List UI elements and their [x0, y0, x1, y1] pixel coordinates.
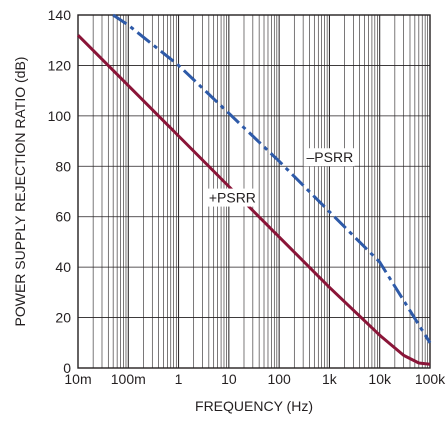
series-label-background	[303, 148, 355, 167]
x-tick-label: 10m	[64, 371, 91, 387]
x-tick-label: 10k	[368, 371, 392, 387]
x-tick-label: 1	[175, 371, 183, 387]
series-group	[76, 13, 432, 366]
y-tick-label: 80	[55, 158, 71, 174]
series-label: –PSRR	[307, 149, 354, 165]
x-tick-label: 100	[267, 371, 291, 387]
x-tick-labels: 10m 100m 1 10 100 1k 10k 100k	[64, 371, 446, 387]
x-tick-label: 100k	[415, 371, 446, 387]
y-tick-label: 40	[55, 259, 71, 275]
series-label: +PSRR	[209, 190, 256, 206]
plot-frame	[77, 14, 431, 369]
y-tick-labels: 0 20 40 60 80 100 120 140	[48, 7, 72, 376]
y-tick-label: 60	[55, 209, 71, 225]
y-tick-label: 140	[48, 7, 72, 23]
y-axis-title: POWER SUPPLY REJECTION RATIO (dB)	[12, 57, 28, 327]
x-tick-label: 10	[221, 371, 237, 387]
x-tick-label: 1k	[322, 371, 338, 387]
y-tick-label: 0	[63, 360, 71, 376]
y-tick-label: 120	[48, 57, 72, 73]
x-tick-label: 100m	[111, 371, 146, 387]
x-axis-title: FREQUENCY (Hz)	[195, 398, 313, 414]
y-tick-label: 100	[48, 108, 72, 124]
y-tick-label: 20	[55, 310, 71, 326]
series-label-background	[205, 188, 257, 207]
series-labels: +PSRR –PSRR	[205, 148, 355, 207]
series-line	[112, 13, 432, 344]
series-line	[76, 34, 431, 366]
